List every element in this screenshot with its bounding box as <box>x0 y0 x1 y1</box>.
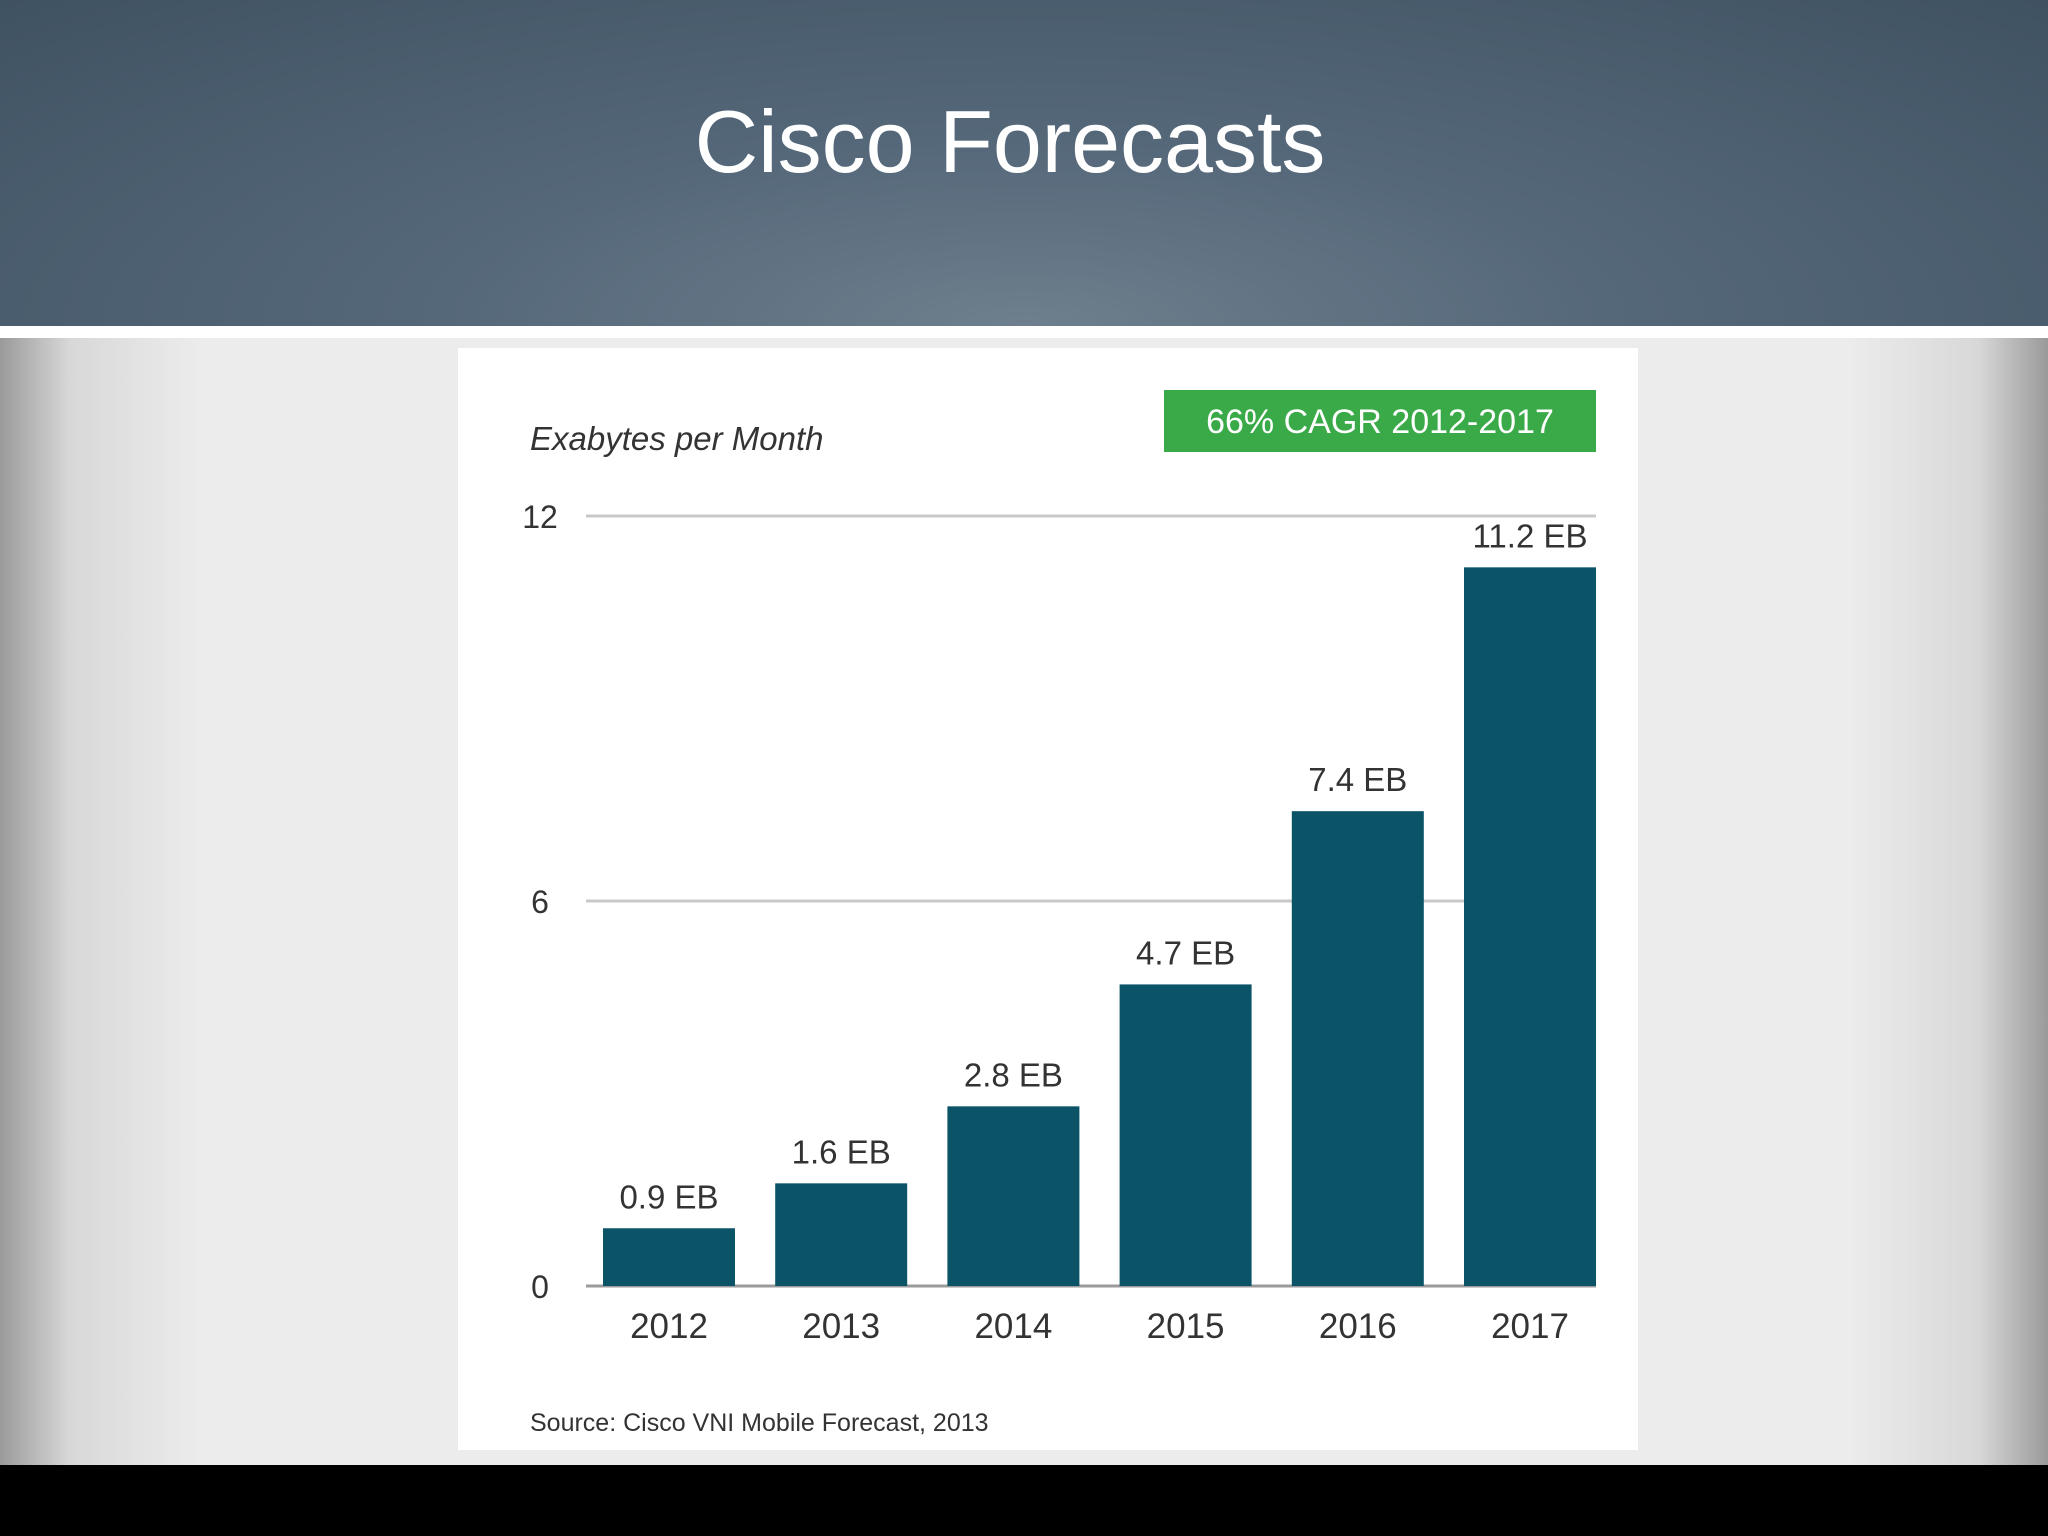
bar-2014 <box>947 1106 1080 1286</box>
data-label-2013: 1.6 EB <box>792 1133 891 1170</box>
bar-2013 <box>775 1183 908 1286</box>
bottom-bar <box>0 1465 2048 1536</box>
slide-header: Cisco Forecasts <box>0 0 2048 326</box>
x-tick-label-2017: 2017 <box>1491 1307 1569 1346</box>
x-tick-label-2012: 2012 <box>630 1307 708 1346</box>
chart-card: Exabytes per Month 66% CAGR 2012-2017 0 6… <box>458 348 1638 1450</box>
gridlines <box>586 514 1596 1288</box>
x-tick-label-2015: 2015 <box>1147 1307 1225 1346</box>
data-label-2016: 7.4 EB <box>1308 761 1407 798</box>
cagr-badge-text: 66% CAGR 2012-2017 <box>1206 403 1554 441</box>
data-label-2017: 11.2 EB <box>1473 517 1588 554</box>
header-divider <box>0 326 2048 338</box>
x-tick-label-2014: 2014 <box>974 1307 1052 1346</box>
data-labels: 0.9 EB 1.6 EB 2.8 EB 4.7 EB 7.4 EB 11.2 EB <box>619 517 1587 1215</box>
bar-2012 <box>603 1228 735 1286</box>
y-tick-label: 0 <box>531 1269 549 1305</box>
x-tick-label-2016: 2016 <box>1319 1307 1397 1346</box>
y-tick-label: 12 <box>522 499 558 535</box>
bar-2016 <box>1291 811 1424 1286</box>
x-tick-label-2013: 2013 <box>802 1307 880 1346</box>
data-label-2012: 0.9 EB <box>619 1178 718 1215</box>
source-note: Source: Cisco VNI Mobile Forecast, 2013 <box>530 1409 989 1437</box>
bar-2017 <box>1464 567 1596 1286</box>
y-tick-label: 6 <box>531 884 549 920</box>
slide-title: Cisco Forecasts <box>694 92 1326 191</box>
y-axis-label: Exabytes per Month <box>530 420 824 457</box>
cagr-badge-background <box>1164 390 1596 452</box>
cagr-badge: 66% CAGR 2012-2017 <box>1164 390 1596 452</box>
bar-2015 <box>1119 984 1252 1286</box>
data-label-2014: 2.8 EB <box>964 1056 1063 1093</box>
data-label-2015: 4.7 EB <box>1136 934 1235 971</box>
bars <box>603 567 1596 1286</box>
bar-chart: Exabytes per Month 66% CAGR 2012-2017 0 6… <box>522 390 1596 1437</box>
y-axis-ticks: 0 6 12 <box>522 499 558 1305</box>
x-axis-ticks: 2012 2013 2014 2015 2016 2017 <box>630 1307 1569 1346</box>
